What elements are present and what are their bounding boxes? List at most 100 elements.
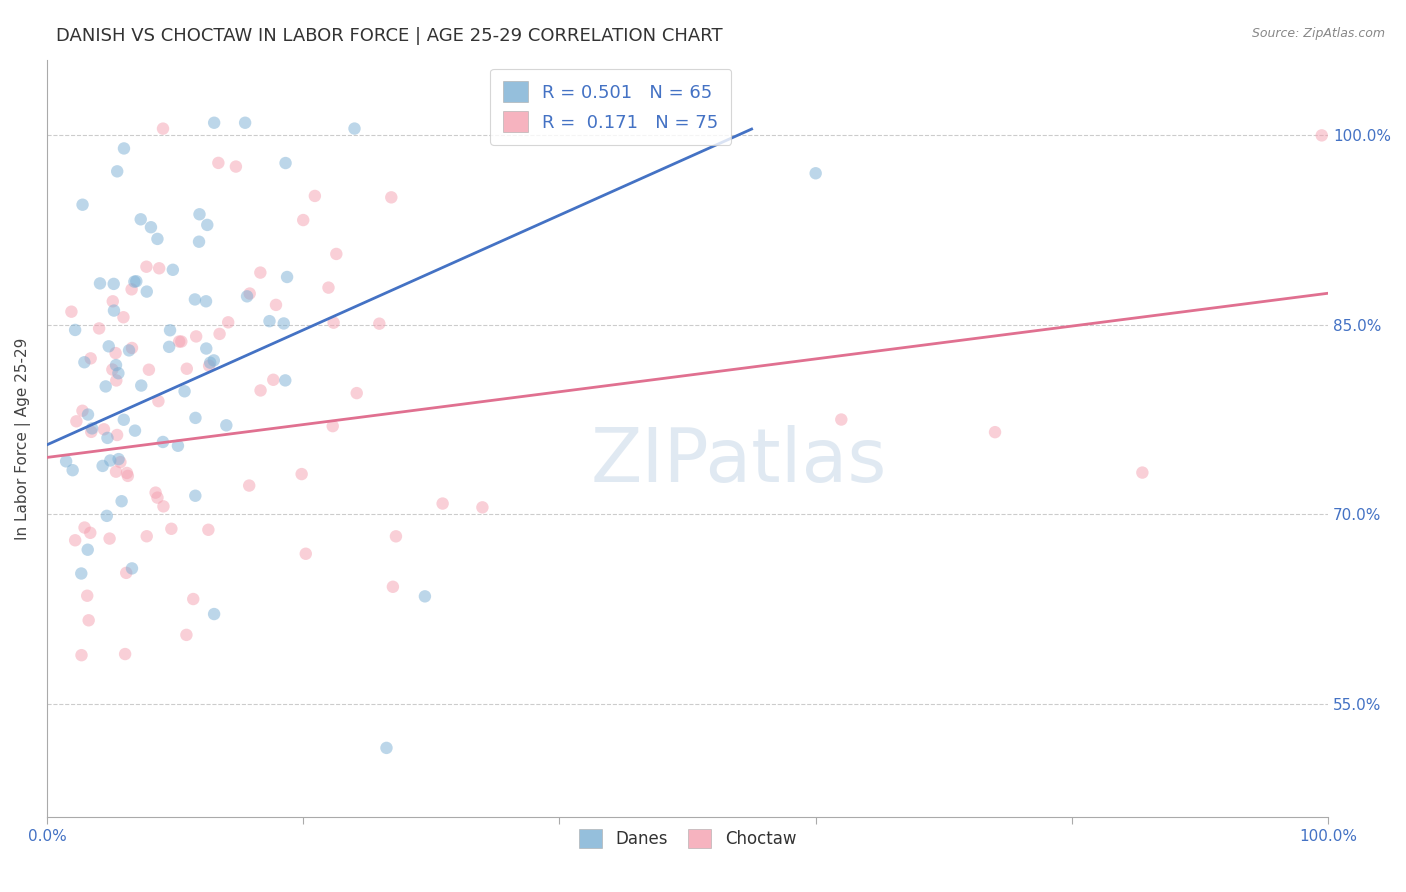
Point	[103, 303, 125, 318]
Point	[804, 166, 827, 180]
Point	[103, 277, 125, 291]
Point	[346, 386, 368, 401]
Point	[202, 607, 225, 621]
Point	[77, 613, 100, 627]
Point	[105, 164, 128, 178]
Point	[368, 317, 391, 331]
Point	[104, 465, 127, 479]
Point	[124, 424, 146, 438]
Point	[198, 359, 221, 373]
Point	[76, 542, 98, 557]
Point	[114, 647, 136, 661]
Point	[262, 373, 284, 387]
Point	[105, 428, 128, 442]
Point	[325, 247, 347, 261]
Point	[97, 339, 120, 353]
Point	[129, 212, 152, 227]
Point	[112, 310, 135, 325]
Point	[259, 314, 281, 328]
Point	[101, 362, 124, 376]
Point	[217, 315, 239, 329]
Point	[107, 366, 129, 380]
Point	[72, 198, 94, 212]
Point	[208, 326, 231, 341]
Point	[273, 317, 295, 331]
Point	[125, 274, 148, 288]
Point	[343, 121, 366, 136]
Point	[91, 458, 114, 473]
Point	[202, 116, 225, 130]
Point	[157, 340, 180, 354]
Point	[89, 277, 111, 291]
Point	[105, 374, 128, 388]
Point	[198, 356, 221, 370]
Text: ZIPatlas: ZIPatlas	[591, 425, 887, 498]
Point	[101, 294, 124, 309]
Point	[249, 384, 271, 398]
Point	[184, 293, 207, 307]
Point	[115, 566, 138, 580]
Point	[107, 452, 129, 467]
Point	[135, 529, 157, 543]
Point	[96, 431, 118, 445]
Point	[225, 160, 247, 174]
Point	[138, 362, 160, 376]
Point	[186, 329, 208, 343]
Point	[104, 346, 127, 360]
Point	[239, 286, 262, 301]
Point	[87, 321, 110, 335]
Point	[195, 218, 218, 232]
Point	[233, 116, 256, 130]
Point	[112, 413, 135, 427]
Point	[1130, 466, 1153, 480]
Point	[238, 478, 260, 492]
Point	[129, 378, 152, 392]
Point	[195, 342, 218, 356]
Point	[110, 494, 132, 508]
Point	[117, 468, 139, 483]
Point	[121, 561, 143, 575]
Point	[291, 467, 314, 481]
Point	[202, 353, 225, 368]
Point	[304, 189, 326, 203]
Point	[380, 190, 402, 204]
Point	[249, 266, 271, 280]
Point	[115, 466, 138, 480]
Point	[176, 361, 198, 376]
Point	[62, 463, 84, 477]
Legend: Danes, Choctaw: Danes, Choctaw	[572, 822, 803, 855]
Point	[276, 270, 298, 285]
Point	[322, 419, 344, 434]
Point	[94, 379, 117, 393]
Point	[413, 590, 436, 604]
Point	[79, 351, 101, 366]
Point	[471, 500, 494, 515]
Point	[167, 334, 190, 349]
Point	[984, 425, 1007, 439]
Point	[184, 410, 207, 425]
Point	[274, 373, 297, 387]
Point	[148, 261, 170, 276]
Point	[432, 497, 454, 511]
Point	[105, 358, 128, 372]
Point	[55, 454, 77, 468]
Point	[274, 156, 297, 170]
Point	[63, 323, 86, 337]
Point	[72, 403, 94, 417]
Point	[292, 213, 315, 227]
Point	[160, 522, 183, 536]
Point	[381, 580, 404, 594]
Point	[294, 547, 316, 561]
Point	[167, 439, 190, 453]
Point	[188, 207, 211, 221]
Point	[146, 232, 169, 246]
Point	[385, 529, 408, 543]
Point	[65, 414, 87, 428]
Point	[159, 323, 181, 337]
Point	[93, 422, 115, 436]
Point	[236, 289, 259, 303]
Point	[173, 384, 195, 399]
Point	[195, 294, 218, 309]
Point	[170, 334, 193, 349]
Text: Source: ZipAtlas.com: Source: ZipAtlas.com	[1251, 27, 1385, 40]
